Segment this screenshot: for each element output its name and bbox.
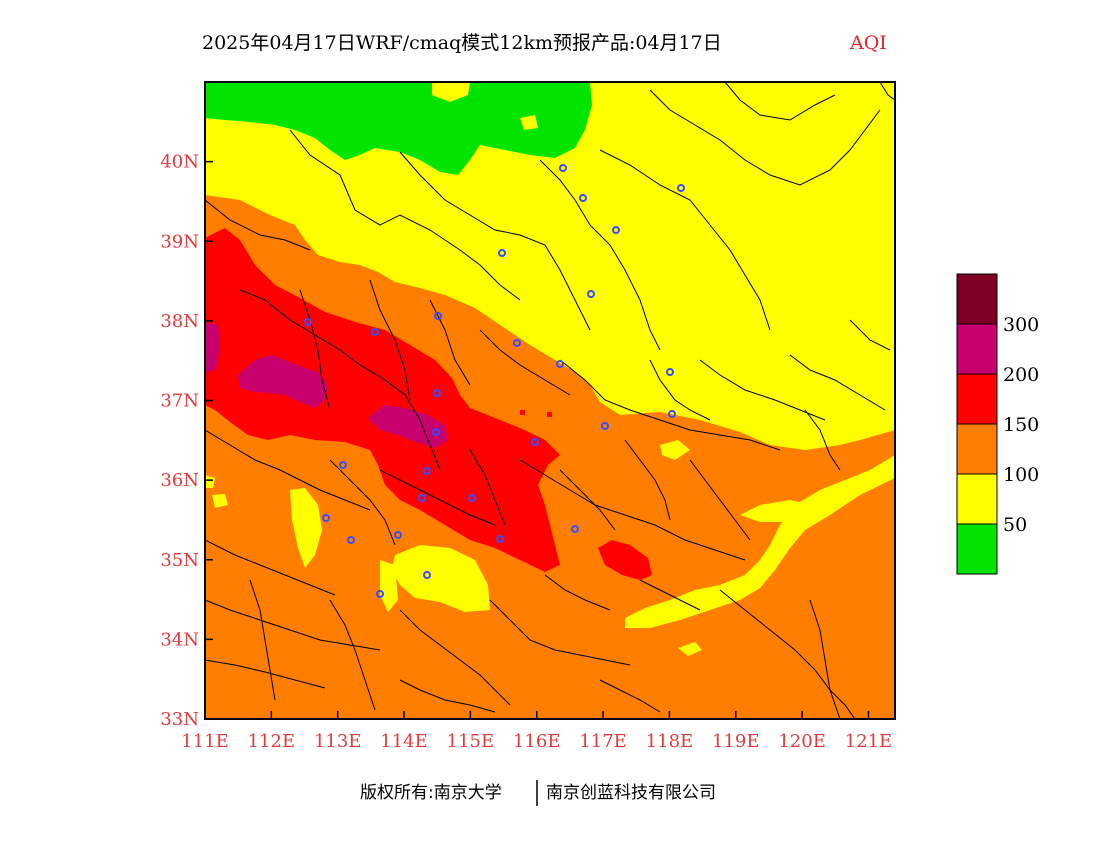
legend-swatch <box>956 373 998 425</box>
city-marker <box>496 535 504 543</box>
legend-swatch <box>956 423 998 475</box>
x-tick-label: 112E <box>248 731 296 752</box>
city-marker <box>371 328 379 336</box>
city-marker <box>468 494 476 502</box>
city-marker <box>531 438 539 446</box>
legend-label: 300 <box>1003 314 1039 336</box>
aqi-zone-50-100-east <box>740 500 820 522</box>
city-marker <box>304 318 312 326</box>
aqi-zone-200-300-west <box>205 322 220 372</box>
legend-swatch <box>956 473 998 525</box>
legend-swatch <box>956 273 998 325</box>
x-tick-label: 117E <box>579 731 627 752</box>
station-dot <box>520 410 525 415</box>
admin-boundaries <box>205 82 895 719</box>
aqi-zone-50-100-west-1 <box>290 488 322 568</box>
city-marker <box>513 339 521 347</box>
city-marker <box>559 164 567 172</box>
x-tick-label: 111E <box>181 731 229 752</box>
x-tick-label: 114E <box>380 731 428 752</box>
aqi-zone-50-100-south-2 <box>380 560 398 612</box>
legend-label: 150 <box>1003 414 1039 436</box>
color-legend: 300 200 150 100 50 <box>956 273 1039 575</box>
aqi-zone-50-100-hole-1 <box>432 82 470 102</box>
map-title: 2025年04月17日WRF/cmaq模式12km预报产品:04月17日 <box>202 32 722 54</box>
city-marker <box>587 290 595 298</box>
city-marker <box>498 249 506 257</box>
city-marker <box>376 590 384 598</box>
aqi-zone-50-100-south-small <box>678 642 702 656</box>
x-tick-label: 119E <box>712 731 760 752</box>
city-marker <box>433 389 441 397</box>
y-tick-label: 37N <box>160 391 199 412</box>
x-tick-label: 118E <box>646 731 694 752</box>
city-marker <box>601 422 609 430</box>
city-marker <box>339 461 347 469</box>
city-marker <box>677 184 685 192</box>
city-markers <box>304 164 685 598</box>
y-tick-label: 39N <box>160 231 199 252</box>
y-tick-label: 33N <box>160 709 199 730</box>
city-marker <box>571 525 579 533</box>
aqi-zone-200-300-center <box>238 355 328 408</box>
city-marker <box>666 368 674 376</box>
legend-swatch <box>956 323 998 375</box>
aqi-zone-50-100-north <box>205 82 895 450</box>
y-tick-label: 34N <box>160 629 199 650</box>
city-marker <box>418 494 426 502</box>
copyright-text: 版权所有:南京大学 <box>360 783 502 803</box>
city-marker <box>322 514 330 522</box>
aqi-zone-50-100-southeast <box>625 455 895 628</box>
x-tick-label: 121E <box>845 731 893 752</box>
legend-label: 100 <box>1003 464 1039 486</box>
map-variable-label: AQI <box>849 32 887 54</box>
city-marker <box>432 428 440 436</box>
x-tick-label: 113E <box>314 731 362 752</box>
aqi-zone-50-100-east-inlet <box>660 440 690 460</box>
legend-label: 200 <box>1003 364 1039 386</box>
x-tick-label: 120E <box>778 731 826 752</box>
city-marker <box>434 312 442 320</box>
city-marker <box>668 410 676 418</box>
aqi-zone-0-50 <box>205 82 592 175</box>
aqi-zone-200-300-east <box>368 405 448 448</box>
aqi-zone-50-100-west-2 <box>212 494 228 508</box>
legend-label: 50 <box>1003 514 1027 536</box>
legend-swatch <box>956 523 998 575</box>
y-tick-label: 38N <box>160 311 199 332</box>
city-marker <box>423 571 431 579</box>
map-panel <box>205 82 895 719</box>
aqi-zone-50-100-henan <box>392 545 490 612</box>
y-tick-label: 40N <box>160 152 199 173</box>
city-marker <box>612 226 620 234</box>
aqi-zone-150-200-small <box>598 540 652 580</box>
city-marker <box>579 194 587 202</box>
x-tick-label: 116E <box>513 731 561 752</box>
aqi-zone-50-100-hole-2 <box>520 115 538 130</box>
y-tick-label: 36N <box>160 470 199 491</box>
city-marker <box>556 360 564 368</box>
aqi-zone-50-100-west-3 <box>205 475 215 488</box>
y-axis: 33N 34N 35N 36N 37N 38N 39N 40N <box>160 152 213 730</box>
city-marker <box>347 536 355 544</box>
city-marker <box>394 531 402 539</box>
x-axis: 111E 112E 113E 114E 115E 116E 117E 118E 119E 120E… <box>181 711 892 752</box>
y-tick-label: 35N <box>160 550 199 571</box>
city-marker <box>423 467 431 475</box>
station-dot <box>547 412 552 417</box>
x-tick-label: 115E <box>447 731 495 752</box>
company-text: 南京创蓝科技有限公司 <box>546 783 716 803</box>
aqi-zone-150-200 <box>205 228 560 572</box>
